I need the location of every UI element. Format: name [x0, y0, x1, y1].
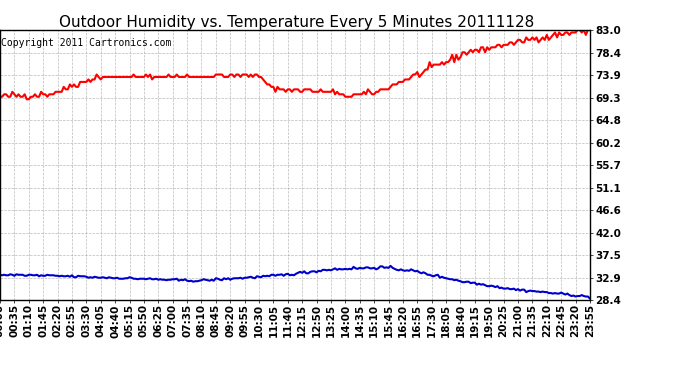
Text: Copyright 2011 Cartronics.com: Copyright 2011 Cartronics.com	[1, 38, 172, 48]
Text: Outdoor Humidity vs. Temperature Every 5 Minutes 20111128: Outdoor Humidity vs. Temperature Every 5…	[59, 15, 534, 30]
